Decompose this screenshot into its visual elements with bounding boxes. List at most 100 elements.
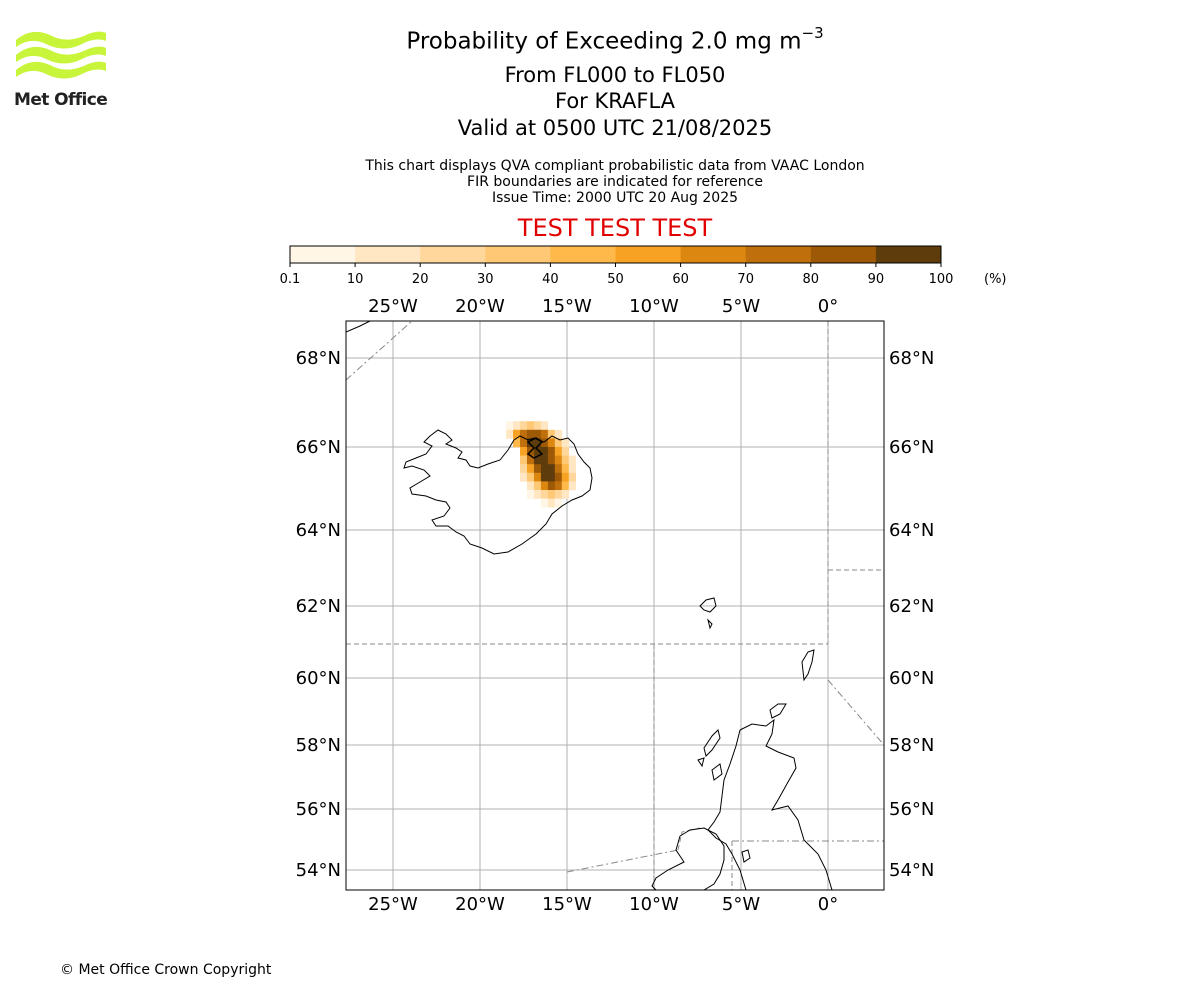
subtitle-line-1: This chart displays QVA compliant probab… xyxy=(365,158,865,174)
ash-cell xyxy=(561,481,570,491)
ash-cell xyxy=(540,421,549,431)
lat-label: 58°N xyxy=(889,735,934,756)
colorbar-tick-label: 10 xyxy=(347,272,364,287)
ash-cell xyxy=(561,472,570,482)
test-banner: TEST TEST TEST xyxy=(517,214,713,242)
colorbar-cell xyxy=(680,246,747,263)
ash-cell xyxy=(561,464,570,474)
fir-boundary xyxy=(827,679,884,746)
colorbar-tick-label: 50 xyxy=(607,272,624,287)
ash-cell xyxy=(513,438,521,448)
ash-cell xyxy=(526,472,535,482)
ash-cell xyxy=(554,455,563,465)
coastline-orkney xyxy=(769,703,787,719)
colorbar-tick-label: 90 xyxy=(868,272,885,287)
valid-time: Valid at 0500 UTC 21/08/2025 xyxy=(457,116,773,140)
ash-cell xyxy=(526,455,535,465)
colorbar-tick-label: 70 xyxy=(737,272,754,287)
lon-label: 10°W xyxy=(629,296,679,317)
ash-cell xyxy=(561,447,570,456)
lat-label: 62°N xyxy=(296,596,341,617)
colorbar-tick-label: 40 xyxy=(542,272,559,287)
ash-cell xyxy=(547,472,556,482)
coastline-hebrides xyxy=(697,729,723,781)
lon-label: 0° xyxy=(818,296,838,317)
ash-cell xyxy=(554,490,563,499)
volcano-marker xyxy=(526,437,544,459)
ash-cell xyxy=(520,438,528,448)
ash-cell xyxy=(547,498,556,508)
ash-cell xyxy=(533,472,542,482)
ash-cell xyxy=(547,447,556,456)
colorbar-cell xyxy=(615,246,682,263)
ash-cell xyxy=(520,421,528,431)
ash-cell xyxy=(554,498,563,508)
lat-label: 60°N xyxy=(296,668,341,689)
lat-label: 56°N xyxy=(889,799,934,820)
lon-labels-bottom: 25°W 20°W 15°W 10°W 5°W 0° xyxy=(368,894,838,915)
logo-text: Met Office xyxy=(14,90,108,110)
lon-label: 25°W xyxy=(368,296,418,317)
ash-cell xyxy=(526,464,535,474)
colorbar-cell xyxy=(485,246,551,263)
ash-cell xyxy=(554,447,563,456)
flight-levels: From FL000 to FL050 xyxy=(504,63,726,87)
ash-cell xyxy=(561,490,570,499)
ash-cell xyxy=(526,429,535,439)
ash-cell xyxy=(513,421,521,431)
lat-label: 62°N xyxy=(889,596,934,617)
coastline-isle-of-man xyxy=(741,849,751,863)
colorbar-ticks: 0.1 10 20 30 40 50 60 70 80 90 100 xyxy=(280,263,953,287)
coastline-ireland xyxy=(651,827,725,890)
colorbar-cell xyxy=(875,246,942,263)
ash-cell xyxy=(533,490,542,499)
map: 25°W 20°W 15°W 10°W 5°W 0° 25°W 20°W 15°… xyxy=(296,296,935,915)
subtitle-line-2: FIR boundaries are indicated for referen… xyxy=(467,174,763,190)
ash-cell xyxy=(520,429,528,439)
lon-label: 20°W xyxy=(455,894,505,915)
lon-label: 10°W xyxy=(629,894,679,915)
coastline-scotland xyxy=(707,718,833,890)
map-frame xyxy=(345,320,885,891)
coastline-shetland xyxy=(801,649,815,682)
ash-cell xyxy=(526,481,535,491)
met-office-waves-icon xyxy=(16,31,106,79)
ash-cell xyxy=(533,429,542,439)
lat-label: 60°N xyxy=(889,668,934,689)
fir-boundary xyxy=(677,827,701,851)
ash-cell xyxy=(554,429,563,439)
lat-label: 68°N xyxy=(296,348,341,369)
lat-label: 54°N xyxy=(889,860,934,881)
ash-cell xyxy=(554,472,563,482)
title-exponent: −3 xyxy=(801,24,824,42)
lon-label: 15°W xyxy=(542,296,592,317)
ash-cell xyxy=(547,464,556,474)
ash-cell xyxy=(533,438,542,448)
ash-cell xyxy=(533,464,542,474)
ash-cell xyxy=(533,421,542,431)
ash-cell xyxy=(547,429,556,439)
ash-cell xyxy=(506,429,514,439)
colorbar-cell xyxy=(290,246,356,263)
ash-cell xyxy=(540,498,549,508)
coastline-faroe xyxy=(699,597,717,630)
ash-cell xyxy=(547,438,556,448)
lon-label: 15°W xyxy=(542,894,592,915)
colorbar-cell xyxy=(550,246,616,263)
colorbar-cells xyxy=(290,246,942,263)
ash-cell xyxy=(540,429,549,439)
ash-cell xyxy=(520,464,528,474)
lat-label: 56°N xyxy=(296,799,341,820)
issue-time: Issue Time: 2000 UTC 20 Aug 2025 xyxy=(491,190,739,206)
ash-cell xyxy=(526,421,535,431)
ash-cell xyxy=(568,455,576,465)
colorbar-tick-label: 30 xyxy=(477,272,494,287)
ash-cell xyxy=(540,438,549,448)
colorbar-tick-label: 60 xyxy=(672,272,689,287)
colorbar-unit: (%) xyxy=(984,272,1007,287)
ash-cell xyxy=(540,464,549,474)
volcano-name: For KRAFLA xyxy=(555,89,675,113)
colorbar-cell xyxy=(810,246,877,263)
colorbar-cell xyxy=(420,246,486,263)
chart-title: Probability of Exceeding 2.0 mg m−3 xyxy=(0,24,1200,55)
